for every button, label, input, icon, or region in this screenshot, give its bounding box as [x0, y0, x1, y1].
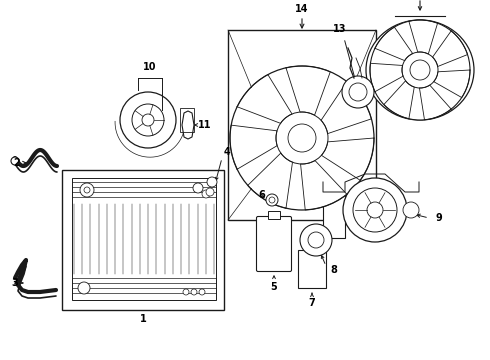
- Circle shape: [410, 60, 430, 80]
- Ellipse shape: [366, 20, 474, 120]
- Circle shape: [193, 183, 203, 193]
- Text: 2: 2: [13, 158, 20, 168]
- Text: 4: 4: [224, 147, 231, 157]
- Text: 3: 3: [11, 278, 18, 288]
- Circle shape: [308, 232, 324, 248]
- Text: 14: 14: [295, 4, 309, 14]
- Text: 6: 6: [258, 190, 265, 200]
- Circle shape: [84, 187, 90, 193]
- Text: 10: 10: [143, 62, 157, 72]
- Circle shape: [349, 83, 367, 101]
- FancyBboxPatch shape: [256, 216, 292, 271]
- Text: 7: 7: [309, 298, 316, 308]
- Text: 9: 9: [435, 213, 442, 223]
- Circle shape: [402, 52, 438, 88]
- Circle shape: [132, 104, 164, 136]
- Bar: [180, 108, 194, 132]
- Bar: [228, 30, 376, 220]
- Circle shape: [342, 76, 374, 108]
- Circle shape: [367, 202, 383, 218]
- Circle shape: [183, 289, 189, 295]
- Circle shape: [199, 289, 205, 295]
- Text: 8: 8: [330, 265, 337, 275]
- Circle shape: [80, 183, 94, 197]
- Circle shape: [202, 190, 210, 198]
- Circle shape: [269, 197, 275, 203]
- Circle shape: [403, 202, 419, 218]
- Circle shape: [370, 20, 470, 120]
- Bar: [268, 211, 280, 219]
- Circle shape: [11, 157, 19, 165]
- Bar: [323, 182, 345, 238]
- Circle shape: [343, 178, 407, 242]
- Circle shape: [207, 177, 217, 187]
- Text: 1: 1: [140, 314, 147, 324]
- Text: 13: 13: [333, 24, 347, 34]
- Circle shape: [353, 188, 397, 232]
- Circle shape: [191, 289, 197, 295]
- Circle shape: [78, 282, 90, 294]
- Circle shape: [276, 112, 328, 164]
- Bar: [62, 170, 224, 310]
- Text: 11: 11: [198, 120, 212, 130]
- Bar: [72, 178, 216, 300]
- Text: 5: 5: [270, 282, 277, 292]
- Circle shape: [266, 194, 278, 206]
- Circle shape: [288, 124, 316, 152]
- Bar: [298, 250, 326, 288]
- Circle shape: [142, 114, 154, 126]
- Circle shape: [206, 188, 214, 196]
- Circle shape: [230, 66, 374, 210]
- Circle shape: [120, 92, 176, 148]
- Circle shape: [300, 224, 332, 256]
